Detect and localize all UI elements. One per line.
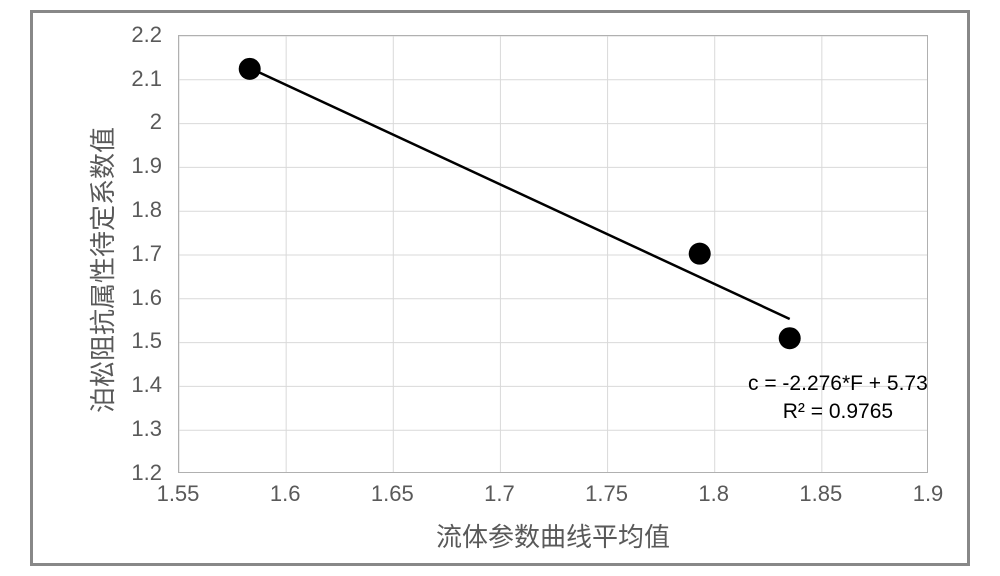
y-tick-label: 1.4 [131,372,162,398]
x-tick-label: 1.6 [260,481,310,507]
x-tick-label: 1.8 [689,481,739,507]
y-tick-label: 1.8 [131,197,162,223]
x-tick-label: 1.7 [474,481,524,507]
x-axis-label-text: 流体参数曲线平均值 [436,522,670,552]
y-tick-label: 1.9 [131,153,162,179]
y-axis-label: 泊松阻抗属性待定系数值 [83,127,120,413]
y-tick-label: 2 [150,109,162,135]
x-tick-label: 1.55 [153,481,203,507]
chart-outer-frame: 泊松阻抗属性待定系数值 1.21.31.41.51.61.71.81.922.1… [30,10,970,566]
x-tick-label: 1.85 [796,481,846,507]
fit-rsquared: R² = 0.9765 [748,398,928,426]
x-tick-label: 1.75 [582,481,632,507]
y-tick-label: 1.5 [131,328,162,354]
y-tick-label: 2.1 [131,66,162,92]
x-axis-label: 流体参数曲线平均值 [178,517,928,554]
y-tick-label: 1.7 [131,241,162,267]
x-tick-label: 1.9 [903,481,953,507]
y-axis-label-text: 泊松阻抗属性待定系数值 [88,127,118,413]
y-tick-label: 1.6 [131,285,162,311]
x-tick-label: 1.65 [367,481,417,507]
y-tick-label: 1.3 [131,416,162,442]
fit-equation: c = -2.276*F + 5.73 [748,370,928,398]
fit-annotation: c = -2.276*F + 5.73 R² = 0.9765 [748,370,928,427]
y-tick-label: 2.2 [131,22,162,48]
